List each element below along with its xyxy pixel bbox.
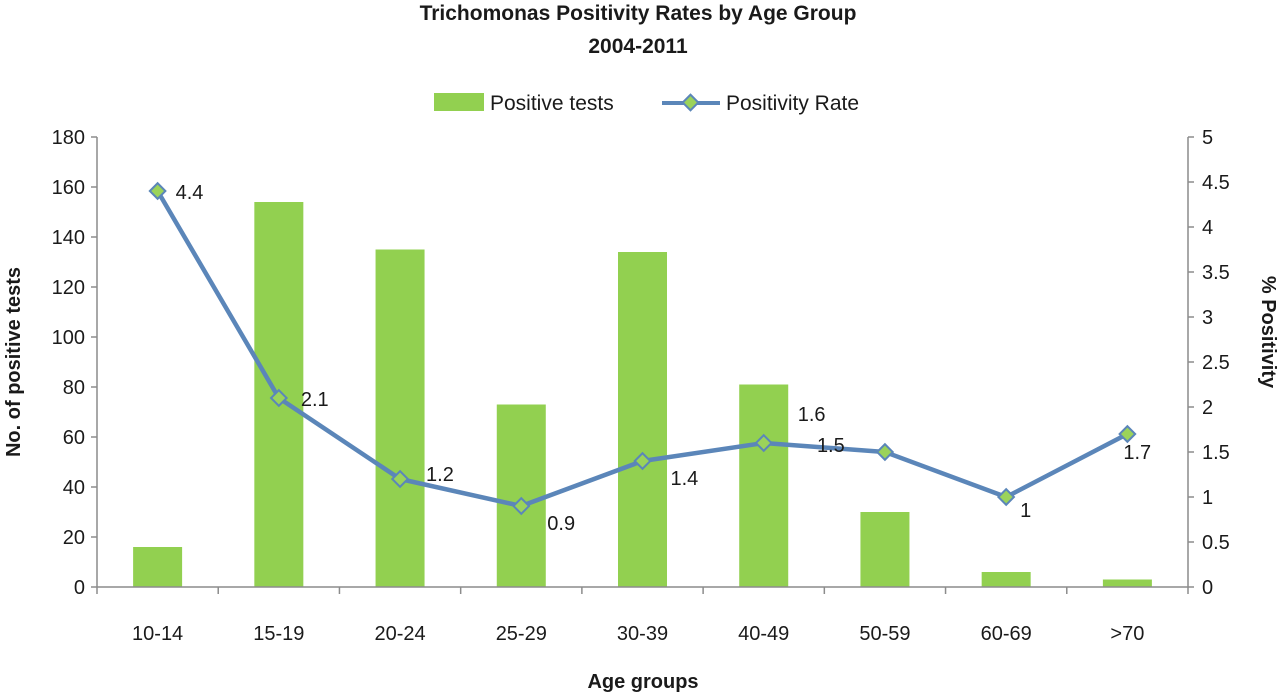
y2-tick-label: 3.5: [1202, 262, 1230, 284]
bar-20-24: [375, 249, 425, 587]
y-tick-label: 180: [52, 127, 85, 149]
y2-tick-label: 0.5: [1202, 532, 1230, 554]
x-tick-label: 10-14: [132, 623, 183, 645]
bar-10-14: [133, 547, 183, 587]
legend-marker-positivity-rate: [681, 93, 700, 112]
bar-60-69: [981, 572, 1031, 587]
data-label-positivity-rate: 1.6: [798, 404, 826, 426]
y2-tick-label: 4.5: [1202, 172, 1230, 194]
data-label-positivity-rate: 0.9: [547, 513, 575, 535]
x-tick-label: 30-39: [617, 623, 668, 645]
x-tick-label: 40-49: [738, 623, 789, 645]
x-tick-label: 25-29: [496, 623, 547, 645]
positivity-rate-marker-15-19: [269, 388, 289, 408]
y-tick-label: 120: [52, 277, 85, 299]
y2-tick-label: 5: [1202, 127, 1213, 149]
data-label-positivity-rate: 4.4: [176, 182, 204, 204]
x-axis-title: Age groups: [587, 671, 698, 693]
y2-tick-label: 1.5: [1202, 442, 1230, 464]
bar->70: [1102, 579, 1152, 587]
legend-label-positivity-rate: Positivity Rate: [726, 92, 859, 115]
y-tick-label: 80: [63, 377, 85, 399]
chart-title: Trichomonas Positivity Rates by Age Grou…: [420, 2, 857, 25]
y-axis-title: No. of positive tests: [3, 267, 25, 457]
legend-swatch-positive-tests: [434, 93, 484, 111]
positivity-rate-marker-25-29: [512, 496, 531, 516]
x-tick-label: 50-59: [859, 623, 910, 645]
x-tick-label: >70: [1110, 623, 1144, 645]
positivity-rate-marker->70: [1118, 424, 1137, 444]
y-tick-label: 20: [63, 527, 85, 549]
y2-tick-label: 2: [1202, 397, 1213, 419]
positivity-rate-marker-40-49: [754, 433, 773, 453]
x-tick-label: 20-24: [374, 623, 425, 645]
data-label-positivity-rate: 1.4: [671, 468, 699, 490]
legend: Positive tests Positivity Rate: [434, 92, 859, 115]
y-tick-label: 160: [52, 177, 85, 199]
data-label-positivity-rate: 2.1: [301, 389, 329, 411]
y2-tick-label: 4: [1202, 217, 1213, 239]
y2-tick-label: 1: [1202, 487, 1213, 509]
legend-label-positive-tests: Positive tests: [490, 92, 614, 115]
plot-area: 0 20 40 60 80 100 120 140 160 180 0 0.5 1 1.5 2 2.5 3 3.5…: [52, 127, 1230, 645]
bar-50-59: [860, 512, 910, 587]
y-tick-label: 40: [63, 477, 85, 499]
positivity-rate-marker-50-59: [875, 442, 895, 462]
positivity-rate-marker-20-24: [390, 469, 410, 489]
y2-tick-label: 3: [1202, 307, 1213, 329]
y-tick-label: 100: [52, 327, 85, 349]
y-tick-label: 60: [63, 427, 85, 449]
positivity-rate-marker-10-14: [148, 181, 167, 201]
data-label-positivity-rate: 1.2: [426, 464, 454, 486]
bar-30-39: [618, 252, 667, 587]
positivity-rate-marker-30-39: [633, 451, 652, 471]
y2-tick-label: 2.5: [1202, 352, 1230, 374]
y-tick-label: 0: [74, 577, 85, 599]
data-label-positivity-rate: 1.7: [1123, 442, 1151, 464]
x-tick-label: 60-69: [981, 623, 1032, 645]
x-tick-label: 15-19: [253, 623, 304, 645]
positivity-rate-marker-60-69: [996, 487, 1016, 507]
y2-tick-label: 0: [1202, 577, 1213, 599]
data-label-positivity-rate: 1: [1020, 500, 1031, 522]
bar-25-29: [496, 404, 546, 587]
y-tick-label: 140: [52, 227, 85, 249]
chart-subtitle: 2004-2011: [588, 35, 688, 58]
bar-40-49: [739, 384, 789, 587]
data-label-positivity-rate: 1.5: [817, 435, 845, 457]
y2-axis-title: % Positivity: [1257, 276, 1279, 389]
